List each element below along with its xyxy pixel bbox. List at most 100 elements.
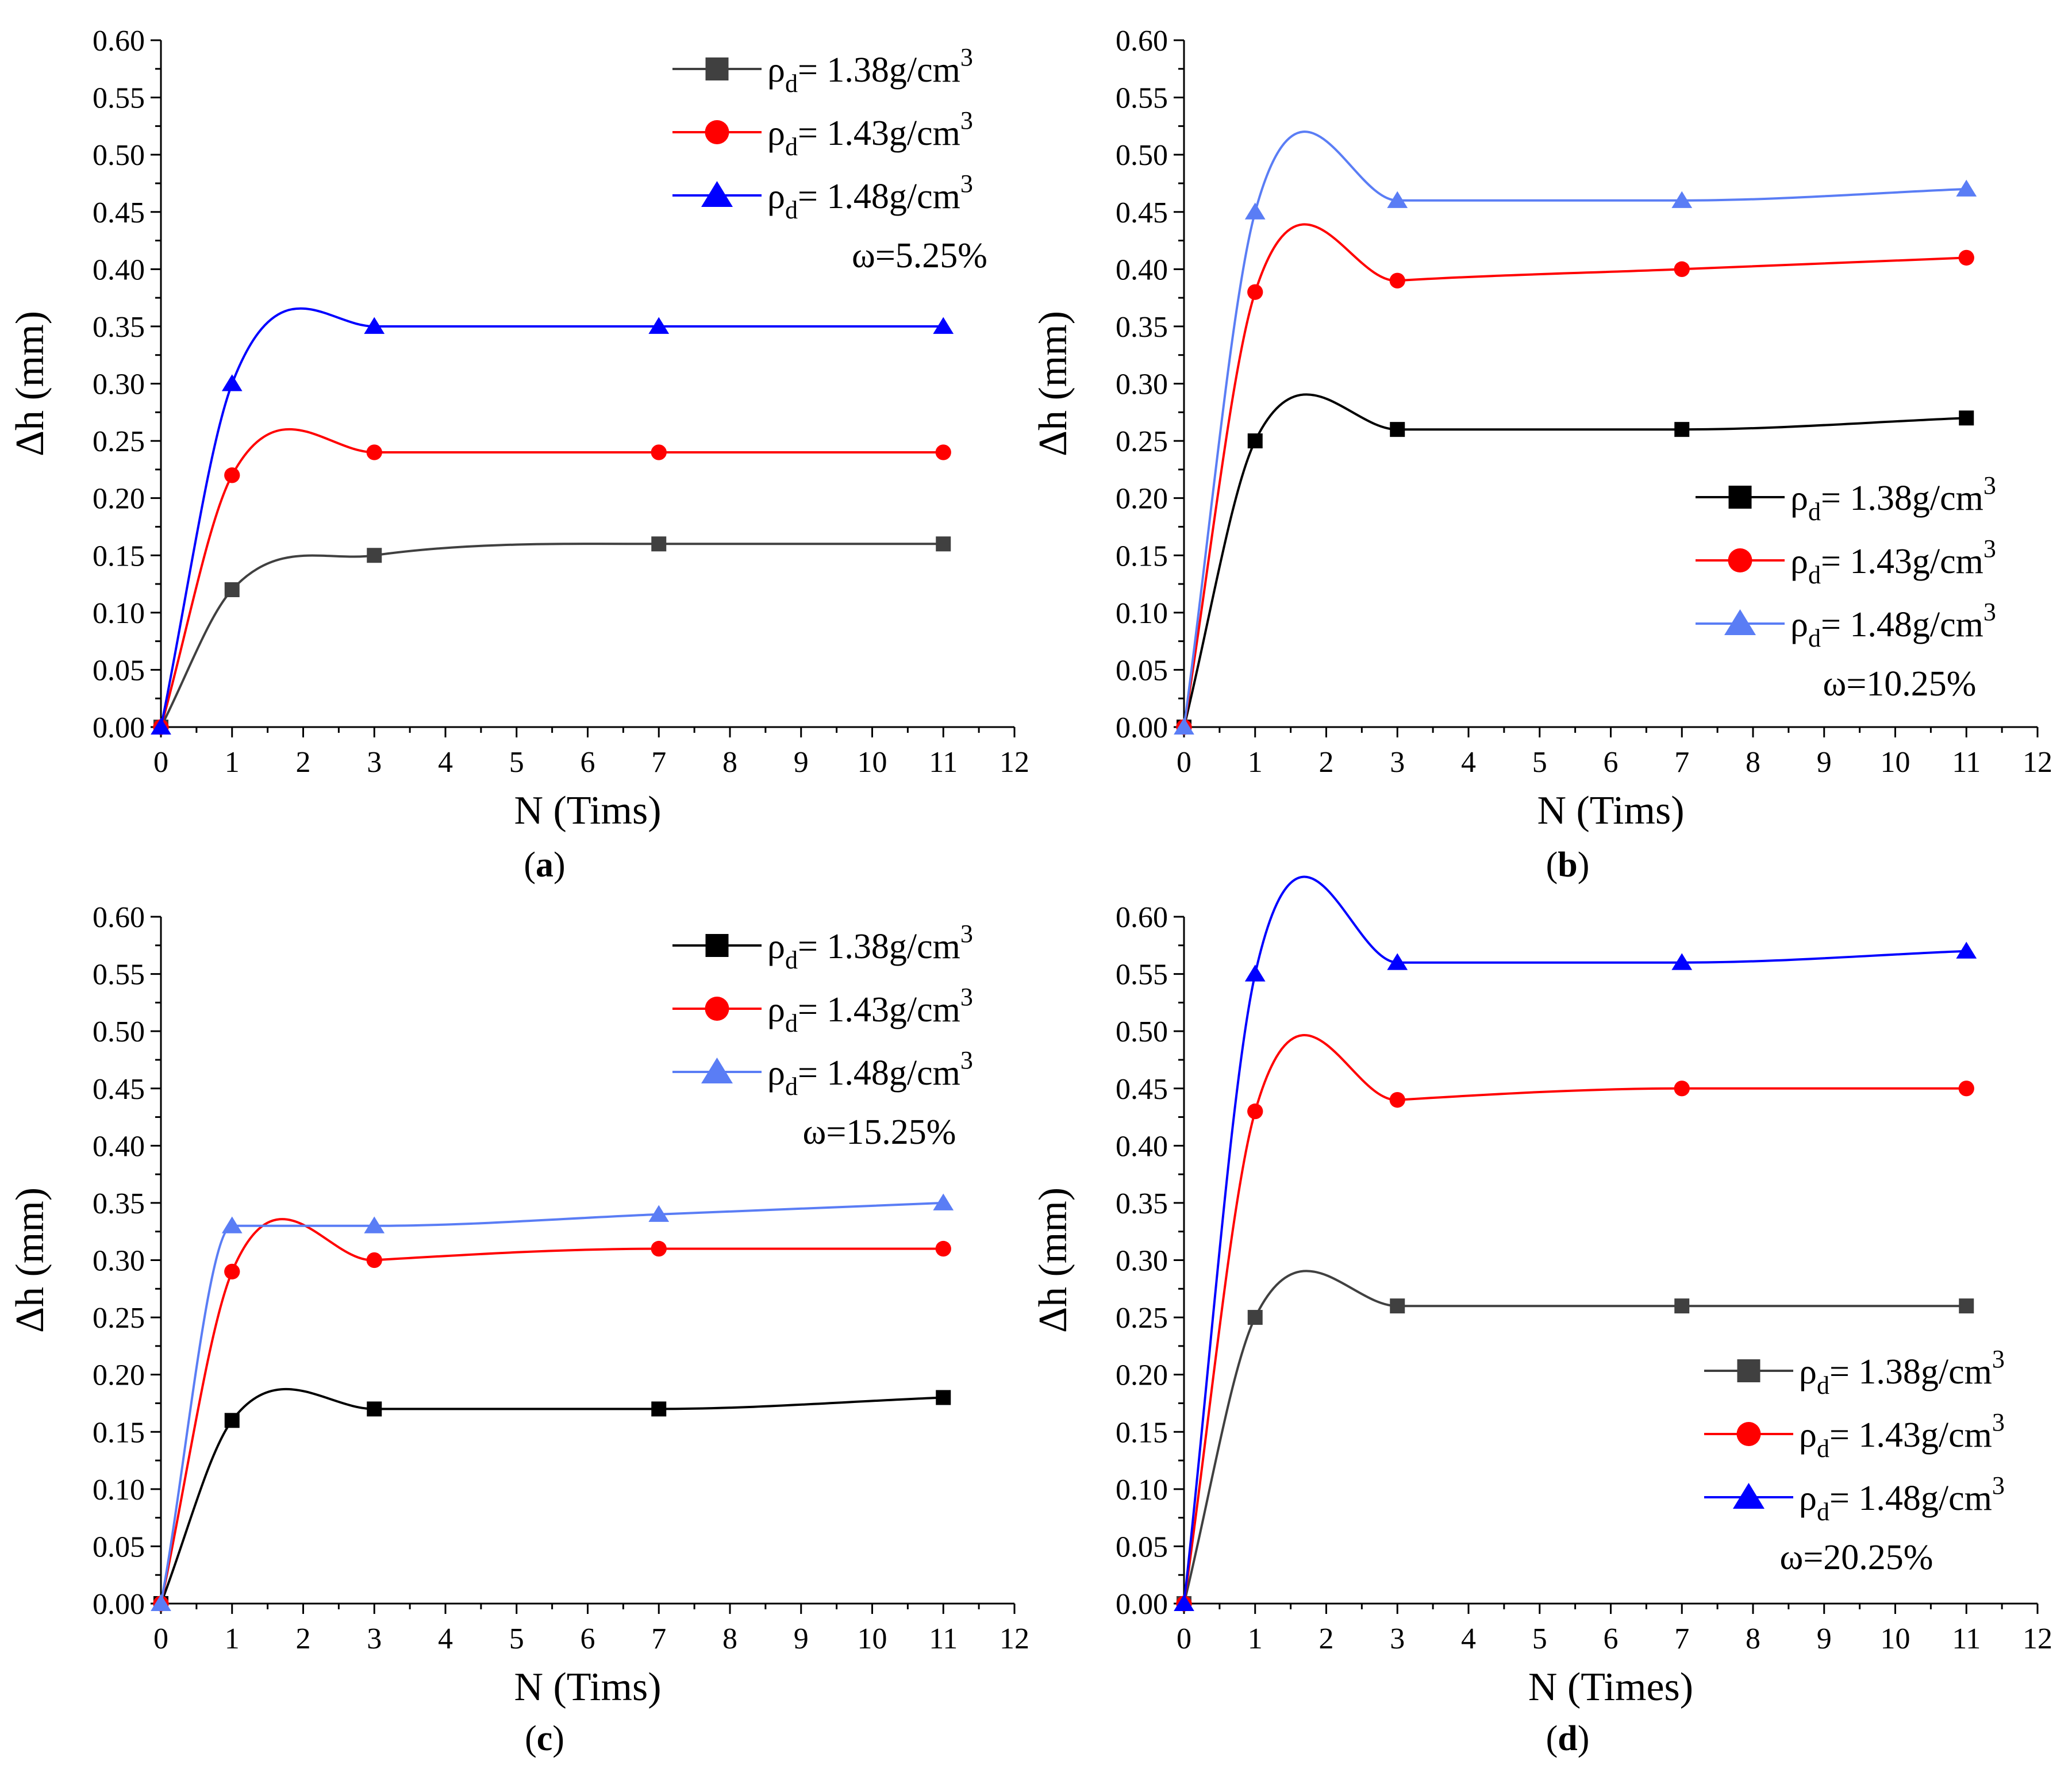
legend-label-2: ρd= 1.43g/cm3 — [1799, 1408, 2005, 1463]
data-point-s2-2 — [1389, 272, 1405, 289]
data-point-s1-1 — [224, 1413, 240, 1428]
legend-text: = 1.38g/cm — [798, 927, 960, 966]
caption-paren: ) — [552, 1719, 564, 1758]
legend-marker-3 — [1724, 609, 1756, 635]
data-point-s2-4 — [1958, 249, 1974, 266]
data-point-s2-4 — [1958, 1081, 1974, 1097]
x-tick-label: 6 — [581, 1623, 595, 1655]
data-point-s2-3 — [1674, 261, 1690, 277]
y-tick-label: 0.55 — [93, 82, 145, 115]
legend-rho: ρ — [767, 927, 785, 966]
legend-text: = 1.38g/cm — [798, 51, 960, 90]
y-tick-label: 0.30 — [1116, 1245, 1168, 1278]
series-line-3 — [160, 1201, 944, 1604]
legend-label-1: ρd= 1.38g/cm3 — [767, 920, 973, 974]
legend-subscript: d — [1808, 498, 1821, 526]
y-tick-label: 0.40 — [93, 1130, 145, 1163]
legend-superscript: 3 — [1992, 1471, 2005, 1500]
chart-panel-c: 0.00 0.05 0.10 0.15 0.20 0.25 0.30 0.35 0.40 0.45… — [8, 901, 1029, 1758]
x-tick-label: 3 — [367, 1623, 382, 1655]
y-tick-label: 0.15 — [93, 540, 145, 572]
y-tick-label: 0.15 — [93, 1416, 145, 1449]
legend-subscript: d — [785, 946, 798, 974]
x-tick-label: 1 — [225, 1623, 240, 1655]
series-line-1 — [160, 1387, 944, 1604]
y-tick-label: 0.55 — [1116, 959, 1168, 991]
data-point-s1-2 — [367, 1401, 382, 1417]
legend-marker-1 — [705, 57, 729, 80]
x-tick-label: 8 — [722, 1623, 737, 1655]
data-point-s1-3 — [651, 536, 667, 552]
data-point-s2-1 — [224, 467, 240, 483]
y-tick-label: 0.45 — [1116, 1073, 1168, 1106]
x-tick-label: 7 — [651, 746, 666, 779]
data-point-s3-3 — [1671, 191, 1693, 208]
data-point-s1-4 — [936, 1390, 951, 1405]
y-tick-label: 0.30 — [1116, 368, 1168, 401]
legend-subscript: d — [785, 1009, 798, 1037]
y-tick-label: 0.60 — [93, 25, 145, 57]
x-tick-label: 4 — [438, 746, 453, 779]
x-tick-label: 12 — [2023, 746, 2052, 779]
legend-superscript: 3 — [960, 983, 973, 1011]
data-point-s3-2 — [1387, 191, 1408, 208]
y-tick-label: 0.50 — [93, 139, 145, 172]
legend-label-3: ρd= 1.48g/cm3 — [1799, 1471, 2005, 1526]
data-point-s3-0 — [1174, 1594, 1194, 1611]
data-point-s3-2 — [1387, 953, 1408, 970]
legend-superscript: 3 — [960, 920, 973, 948]
data-point-s1-4 — [1959, 410, 1974, 426]
y-tick-label: 0.15 — [1116, 540, 1168, 572]
legend-subscript: d — [1817, 1371, 1829, 1400]
legend-rho: ρ — [767, 114, 785, 153]
y-tick-label: 0.60 — [93, 901, 145, 934]
caption-paren: ) — [1578, 845, 1590, 885]
data-point-s2-1 — [224, 1263, 240, 1280]
data-point-s3-1 — [1244, 202, 1266, 220]
y-tick-label: 0.50 — [1116, 139, 1168, 172]
x-tick-label: 0 — [1177, 1623, 1191, 1655]
y-tick-label: 0.20 — [93, 1359, 145, 1392]
legend-marker-2 — [705, 120, 729, 144]
moisture-annotation: ω=20.25% — [1780, 1538, 1933, 1577]
panel-caption: (c) — [525, 1719, 564, 1758]
x-axis-label: N (Times) — [1528, 1665, 1693, 1709]
x-tick-label: 2 — [1319, 746, 1334, 779]
legend-subscript: d — [785, 70, 798, 98]
data-point-s3-1 — [221, 1216, 243, 1233]
data-point-s3-0 — [151, 717, 171, 735]
series-line-3 — [1183, 875, 1967, 1604]
x-axis-label: N (Tims) — [514, 789, 661, 833]
y-tick-label: 0.30 — [93, 368, 145, 401]
caption-paren: ) — [1578, 1719, 1590, 1758]
legend-text: = 1.48g/cm — [1821, 605, 1983, 644]
legend-label-3: ρd= 1.48g/cm3 — [767, 170, 973, 224]
data-point-s3-0 — [1174, 717, 1194, 735]
y-tick-label: 0.50 — [93, 1016, 145, 1048]
data-point-s1-2 — [367, 548, 382, 563]
data-point-s3-1 — [221, 374, 243, 391]
y-tick-label: 0.00 — [1116, 712, 1168, 744]
x-tick-label: 7 — [651, 1623, 666, 1655]
y-axis-label: Δh (mm) — [8, 1187, 52, 1333]
y-axis-label: Δh (mm) — [1031, 1187, 1075, 1333]
legend-superscript: 3 — [1992, 1408, 2005, 1436]
x-axis-label: N (Tims) — [514, 1665, 661, 1709]
y-tick-label: 0.60 — [1116, 901, 1168, 934]
legend-subscript: d — [785, 196, 798, 224]
caption-letter: b — [1558, 845, 1577, 885]
x-tick-label: 12 — [2023, 1623, 2052, 1655]
legend-superscript: 3 — [1983, 535, 1996, 563]
legend-rho: ρ — [1799, 1416, 1817, 1455]
data-point-s2-3 — [651, 1240, 667, 1257]
y-tick-label: 0.05 — [93, 1531, 145, 1563]
legend-superscript: 3 — [1992, 1345, 2005, 1373]
legend-marker-1 — [1728, 486, 1752, 509]
data-point-s1-3 — [651, 1401, 667, 1417]
x-tick-label: 10 — [858, 746, 887, 779]
y-tick-label: 0.10 — [1116, 1474, 1168, 1506]
data-point-s2-2 — [366, 444, 382, 460]
x-tick-label: 0 — [153, 1623, 168, 1655]
legend-marker-1 — [705, 934, 729, 957]
